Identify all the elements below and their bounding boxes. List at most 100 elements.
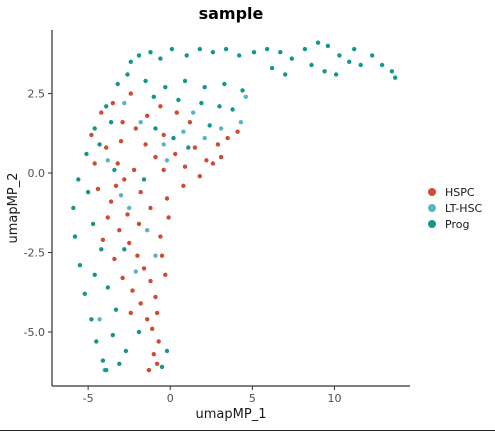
point-prog-53 xyxy=(202,85,207,90)
x-tick-label: 10 xyxy=(327,392,341,405)
x-axis-ticks: -5 0 5 10 xyxy=(83,386,341,405)
point-hspc-60 xyxy=(92,161,97,166)
point-hspc-3 xyxy=(115,161,120,166)
point-hspc-26 xyxy=(192,145,198,150)
point-hspc-52 xyxy=(166,215,171,220)
point-lt-hsc-8 xyxy=(145,228,150,233)
point-prog-31 xyxy=(104,104,109,109)
point-hspc-41 xyxy=(131,167,137,173)
point-lt-hsc-13 xyxy=(243,94,248,100)
point-hspc-35 xyxy=(120,120,125,125)
point-hspc-25 xyxy=(182,164,188,169)
point-prog-39 xyxy=(89,317,94,322)
point-prog-69 xyxy=(122,247,127,252)
point-prog-19 xyxy=(358,62,363,68)
point-prog-22 xyxy=(389,69,395,74)
point-hspc-42 xyxy=(105,215,111,220)
point-prog-21 xyxy=(379,62,385,68)
point-prog-0 xyxy=(128,59,133,64)
point-prog-59 xyxy=(217,104,222,109)
point-lt-hsc-16 xyxy=(97,317,102,322)
point-hspc-34 xyxy=(145,113,150,119)
point-hspc-28 xyxy=(215,142,221,147)
legend-key-lt-hsc xyxy=(428,204,436,212)
point-hspc-9 xyxy=(127,240,132,246)
point-prog-29 xyxy=(352,46,357,52)
point-prog-45 xyxy=(99,247,104,252)
point-prog-11 xyxy=(264,46,270,52)
point-prog-27 xyxy=(269,65,275,71)
point-hspc-10 xyxy=(135,253,140,258)
point-prog-2 xyxy=(148,50,153,55)
point-hspc-32 xyxy=(174,110,179,115)
legend-label-lt-hsc: LT-HSC xyxy=(445,202,483,215)
point-hspc-5 xyxy=(95,186,101,192)
legend: HSPC LT-HSC Prog xyxy=(428,186,483,231)
point-prog-49 xyxy=(125,72,130,77)
point-hspc-22 xyxy=(153,154,158,160)
point-prog-20 xyxy=(370,53,375,58)
point-prog-37 xyxy=(77,263,83,268)
point-prog-54 xyxy=(222,81,227,87)
point-hspc-8 xyxy=(117,228,122,233)
scatter-points xyxy=(71,40,398,373)
point-lt-hsc-2 xyxy=(161,142,166,147)
point-hspc-6 xyxy=(108,199,114,204)
point-prog-34 xyxy=(76,177,81,182)
x-tick-label: 5 xyxy=(249,392,256,405)
point-prog-16 xyxy=(325,43,331,49)
point-hspc-53 xyxy=(197,174,202,179)
point-prog-42 xyxy=(104,367,109,373)
point-hspc-13 xyxy=(153,294,158,300)
point-hspc-17 xyxy=(151,352,156,357)
point-prog-26 xyxy=(333,72,339,77)
point-prog-38 xyxy=(82,291,88,296)
x-tick-label: 0 xyxy=(167,392,174,405)
point-prog-51 xyxy=(163,85,168,90)
point-prog-1 xyxy=(136,53,142,58)
point-prog-63 xyxy=(153,126,158,131)
point-hspc-7 xyxy=(125,212,130,217)
point-prog-70 xyxy=(110,332,116,338)
point-prog-46 xyxy=(92,272,97,277)
point-prog-10 xyxy=(251,50,257,55)
point-hspc-19 xyxy=(146,367,152,373)
point-prog-56 xyxy=(151,94,156,100)
point-lt-hsc-9 xyxy=(153,253,158,258)
point-prog-15 xyxy=(315,40,321,45)
y-tick-label: -2.5 xyxy=(24,247,45,260)
point-prog-14 xyxy=(302,46,308,52)
y-axis-ticks: 2.5 0.0 -2.5 -5.0 xyxy=(24,88,52,339)
x-tick-label: -5 xyxy=(83,392,94,405)
point-hspc-56 xyxy=(136,221,142,227)
legend-label-hspc: HSPC xyxy=(445,186,475,199)
point-hspc-29 xyxy=(225,135,230,141)
point-hspc-21 xyxy=(143,142,148,147)
point-hspc-27 xyxy=(204,158,209,163)
point-lt-hsc-10 xyxy=(127,205,132,211)
point-prog-32 xyxy=(92,126,97,131)
point-hspc-30 xyxy=(235,129,240,134)
point-prog-5 xyxy=(184,53,189,58)
y-axis-label: umapMP_2 xyxy=(6,173,21,244)
y-tick-label: 2.5 xyxy=(28,88,46,101)
point-prog-8 xyxy=(223,46,229,52)
point-prog-3 xyxy=(158,56,163,61)
point-hspc-4 xyxy=(122,177,127,182)
point-lt-hsc-3 xyxy=(181,129,186,134)
point-prog-64 xyxy=(171,135,176,141)
point-hspc-48 xyxy=(145,317,150,322)
point-lt-hsc-0 xyxy=(122,100,127,106)
point-prog-72 xyxy=(136,329,142,335)
point-prog-57 xyxy=(176,97,181,103)
point-prog-47 xyxy=(105,285,111,290)
point-lt-hsc-7 xyxy=(118,193,124,198)
point-prog-6 xyxy=(197,46,202,52)
point-prog-25 xyxy=(322,69,327,74)
point-prog-30 xyxy=(115,81,120,87)
y-tick-label: 0.0 xyxy=(28,167,46,180)
point-hspc-59 xyxy=(118,139,124,144)
point-hspc-15 xyxy=(150,326,155,331)
point-prog-36 xyxy=(72,234,78,239)
point-hspc-1 xyxy=(89,132,94,138)
